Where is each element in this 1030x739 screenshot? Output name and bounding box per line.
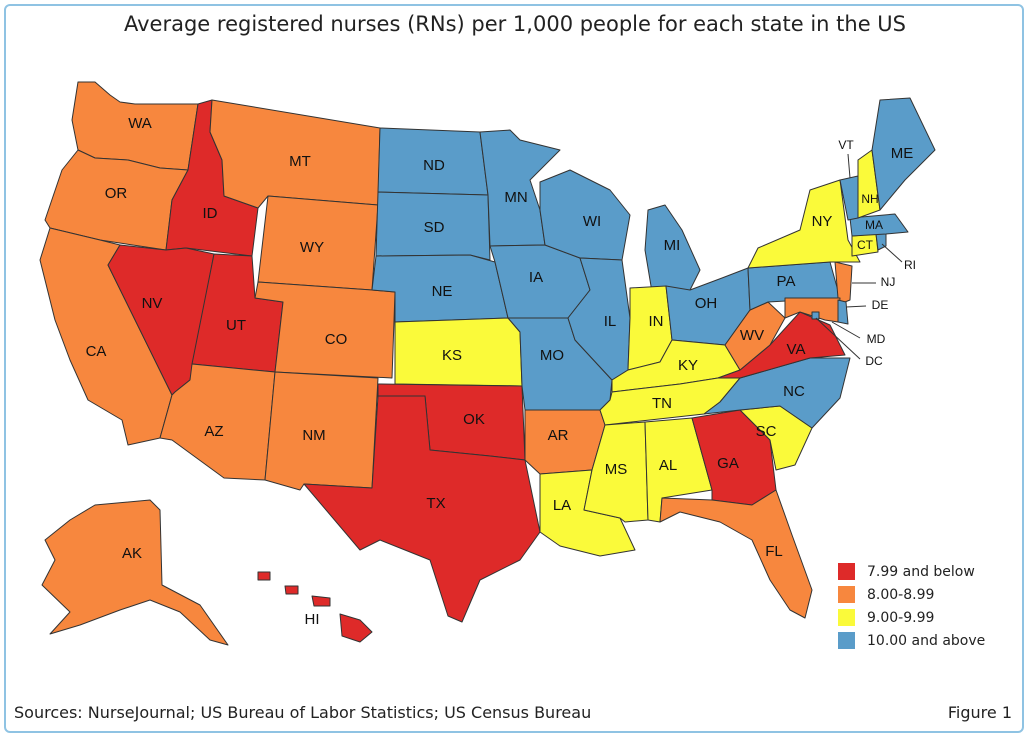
label-wv: WV: [740, 327, 764, 344]
label-ky: KY: [678, 357, 698, 374]
legend-label: 9.00-9.99: [867, 609, 935, 626]
label-sd: SD: [424, 219, 445, 236]
state-hi-oahu: [284, 585, 299, 595]
label-ms: MS: [605, 461, 628, 478]
label-ny: NY: [812, 213, 833, 230]
label-mi: MI: [664, 237, 681, 254]
label-wi: WI: [583, 213, 601, 230]
label-nm: NM: [302, 427, 325, 444]
label-ak: AK: [122, 545, 142, 562]
label-wy: WY: [300, 239, 324, 256]
state-hi-kauai: [257, 571, 271, 581]
label-ks: KS: [442, 347, 462, 364]
label-nj: NJ: [881, 275, 896, 289]
label-ri: RI: [904, 258, 916, 272]
label-ut: UT: [226, 317, 246, 334]
state-fl: [659, 489, 813, 619]
figure-label: Figure 1: [947, 703, 1012, 722]
label-me: ME: [891, 145, 914, 162]
legend-swatch: [838, 632, 855, 649]
state-hi-maui: [311, 595, 331, 607]
map-legend: 7.99 and below 8.00-8.99 9.00-9.99 10.00…: [838, 560, 985, 652]
legend-swatch: [838, 586, 855, 603]
label-ne: NE: [432, 283, 453, 300]
state-me: [871, 97, 936, 211]
label-id: ID: [203, 205, 218, 222]
legend-item-low: 7.99 and below: [838, 560, 985, 583]
label-mn: MN: [504, 189, 527, 206]
state-md: [784, 297, 841, 323]
label-va: VA: [787, 341, 806, 358]
label-az: AZ: [204, 423, 223, 440]
label-mt: MT: [289, 153, 311, 170]
legend-item-high: 10.00 and above: [838, 629, 985, 652]
label-ct: CT: [857, 238, 874, 252]
label-ar: AR: [548, 427, 569, 444]
source-credit: Sources: NurseJournal; US Bureau of Labo…: [14, 703, 592, 722]
map-title: Average registered nurses (RNs) per 1,00…: [123, 12, 906, 36]
legend-swatch: [838, 563, 855, 580]
label-ma: MA: [865, 218, 883, 232]
label-hi: HI: [305, 611, 320, 628]
label-wa: WA: [128, 115, 152, 132]
legend-swatch: [838, 609, 855, 626]
label-sc: SC: [756, 423, 777, 440]
label-in: IN: [649, 313, 664, 330]
label-de: DE: [872, 298, 889, 312]
legend-label: 10.00 and above: [867, 632, 986, 649]
label-tx: TX: [426, 495, 445, 512]
label-or: OR: [105, 185, 128, 202]
state-mn: [479, 129, 561, 247]
state-ri: [875, 233, 887, 251]
state-ma: [849, 213, 909, 237]
label-ok: OK: [463, 411, 485, 428]
legend-label: 8.00-8.99: [867, 586, 935, 603]
legend-item-mid-low: 8.00-8.99: [838, 583, 985, 606]
label-nh: NH: [861, 192, 878, 206]
label-ia: IA: [529, 269, 543, 286]
label-ca: CA: [86, 343, 107, 360]
label-ga: GA: [717, 455, 739, 472]
label-co: CO: [325, 331, 348, 348]
legend-item-mid-high: 9.00-9.99: [838, 606, 985, 629]
state-ak: [41, 499, 229, 646]
state-tx: [303, 395, 541, 623]
label-md: MD: [867, 332, 886, 346]
state-dc: [811, 311, 820, 320]
label-oh: OH: [695, 295, 718, 312]
state-hi-main: [339, 613, 373, 643]
state-de: [837, 299, 849, 325]
label-fl: FL: [765, 543, 783, 560]
label-pa: PA: [777, 273, 796, 290]
legend-label: 7.99 and below: [867, 563, 975, 580]
label-nd: ND: [423, 157, 445, 174]
label-tn: TN: [652, 395, 672, 412]
label-mo: MO: [540, 347, 564, 364]
label-la: LA: [553, 497, 571, 514]
label-nv: NV: [142, 295, 163, 312]
label-nc: NC: [783, 383, 805, 400]
label-il: IL: [604, 313, 617, 330]
label-al: AL: [659, 457, 677, 474]
label-dc: DC: [865, 354, 883, 368]
state-ny: [747, 179, 861, 269]
label-vt: VT: [838, 138, 854, 152]
state-mi: [644, 204, 701, 293]
